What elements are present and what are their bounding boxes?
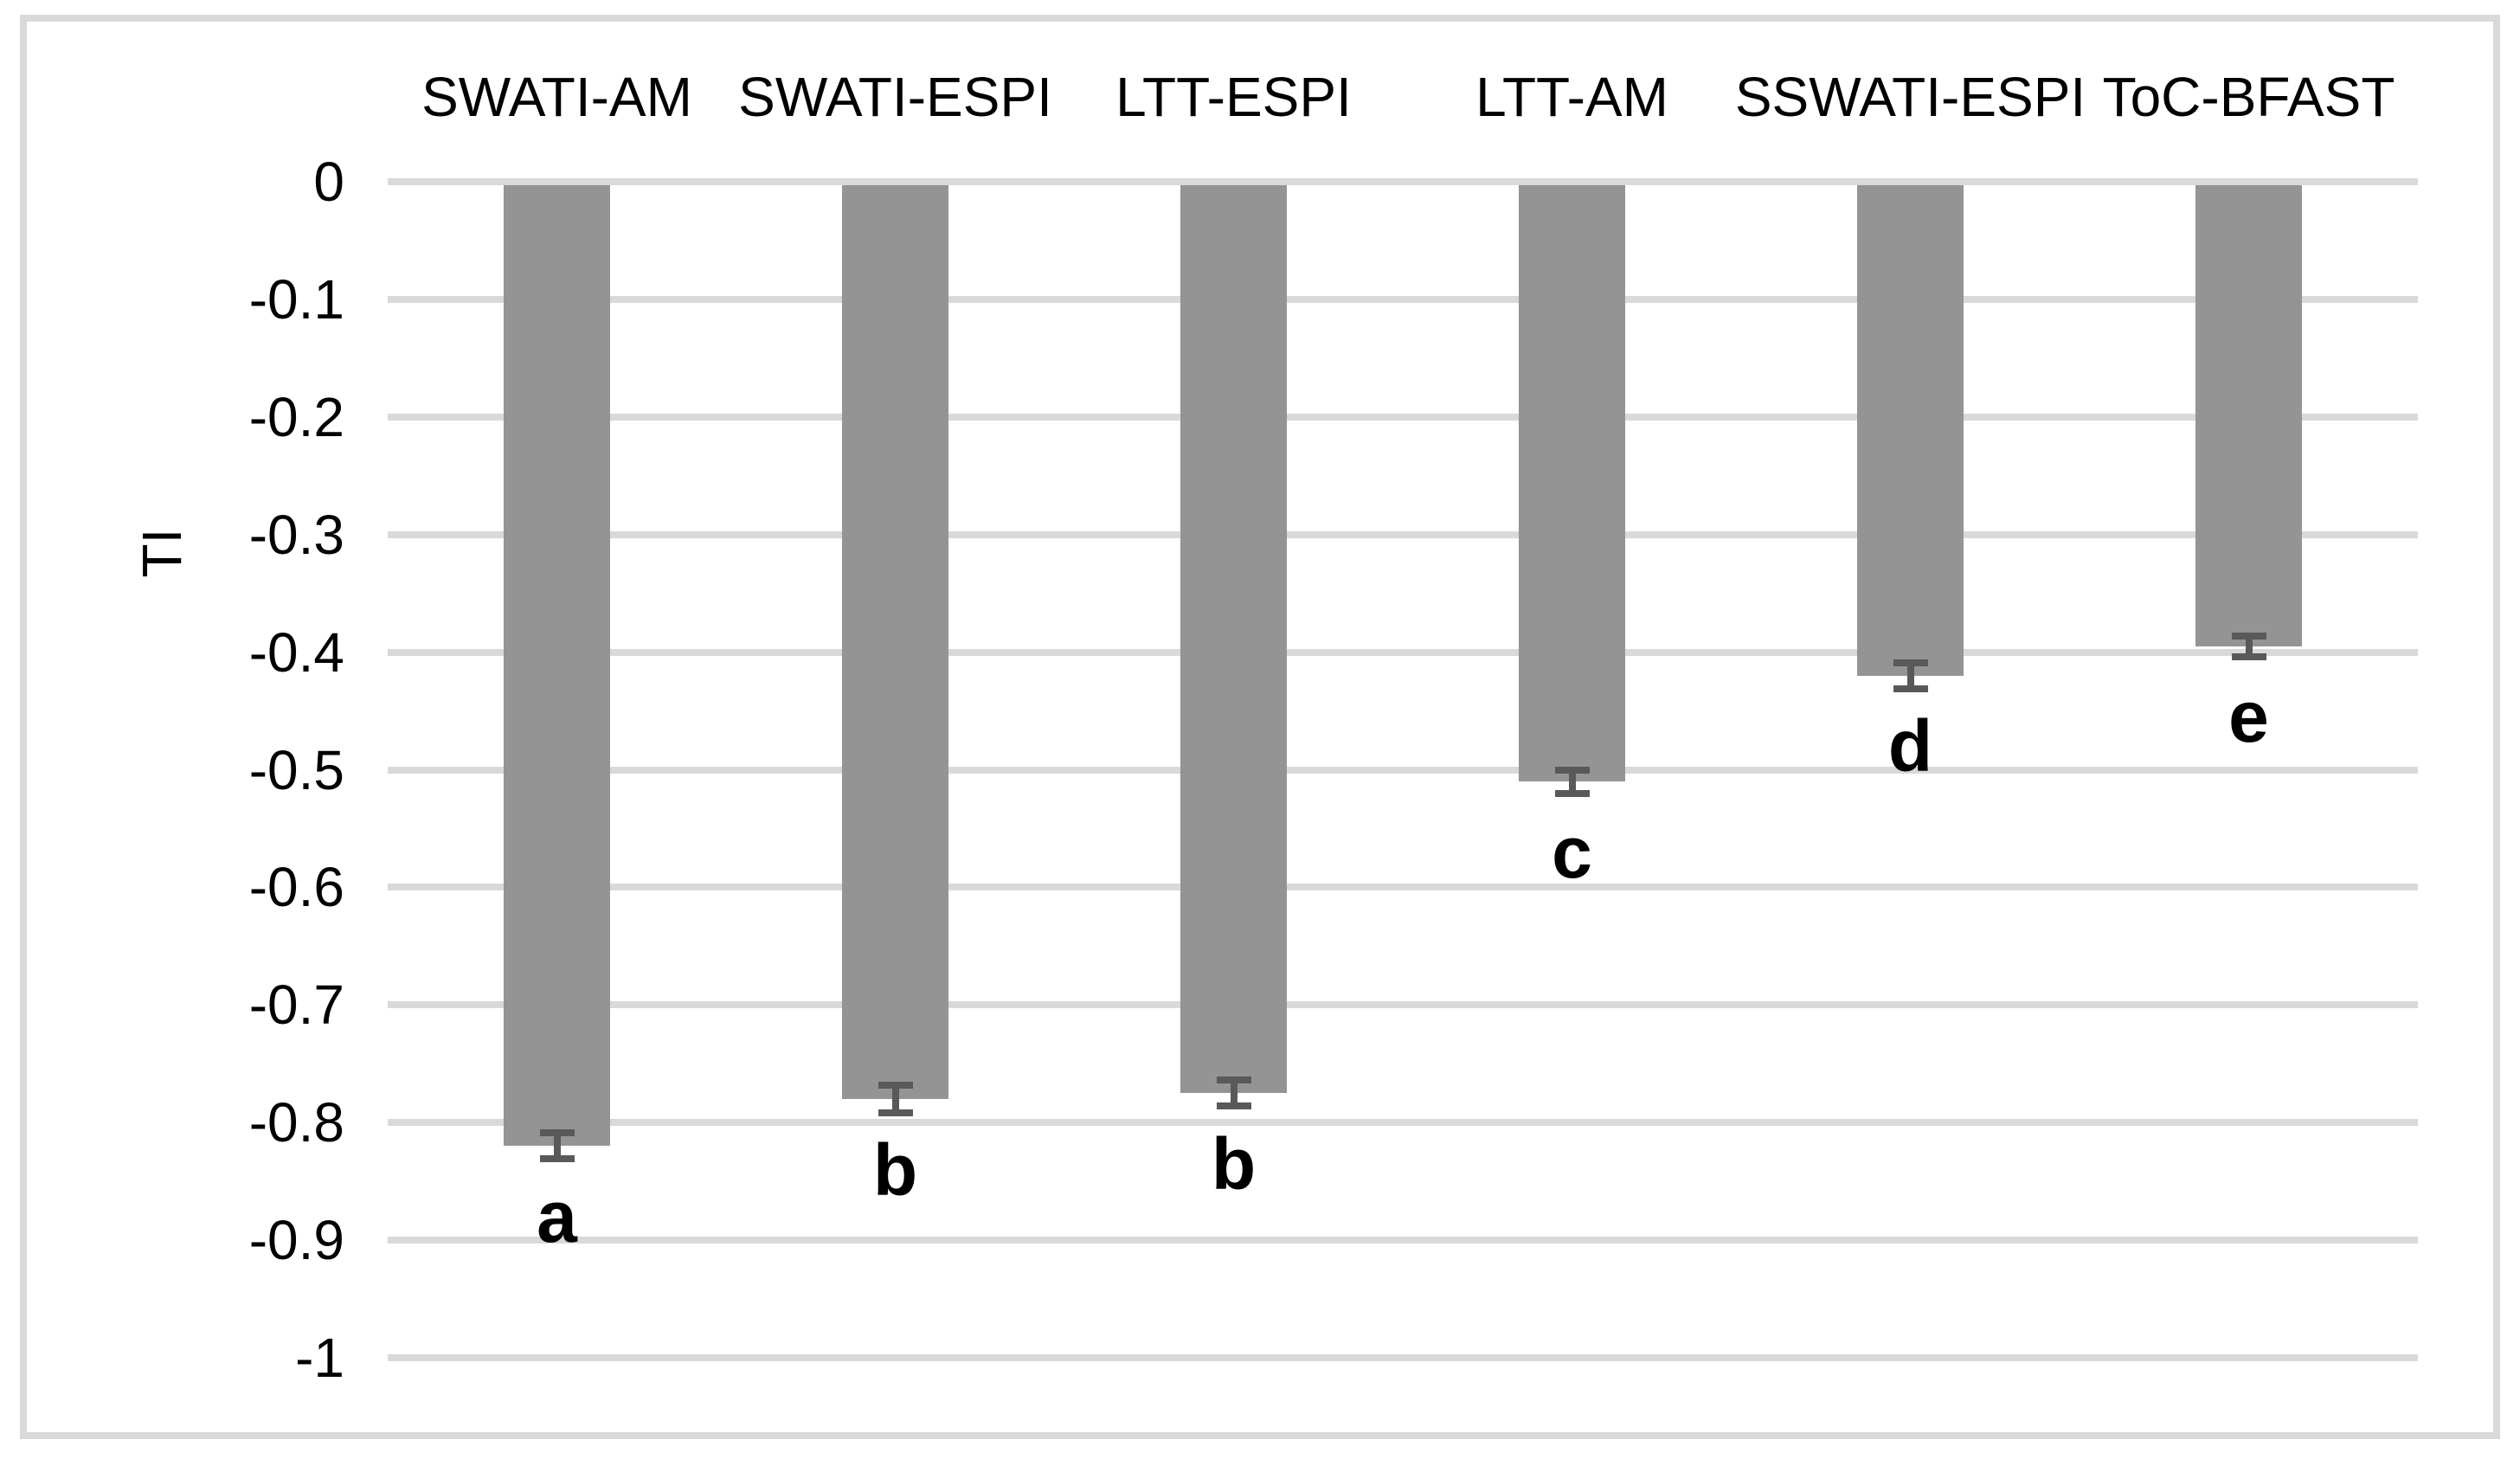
error-bar-stem xyxy=(2245,632,2253,661)
gridline xyxy=(388,295,2418,303)
gridline xyxy=(388,648,2418,656)
error-bar-stem xyxy=(1230,1077,1238,1110)
error-bar-cap-top xyxy=(2231,632,2266,640)
error-bar-stem xyxy=(891,1081,899,1117)
bar-letter-label: b xyxy=(872,1128,918,1211)
y-tick-label: -0.4 xyxy=(248,620,344,684)
error-bar-cap-bottom xyxy=(2231,653,2266,661)
error-bar-cap-bottom xyxy=(1893,685,1928,692)
y-tick-label: 0 xyxy=(313,151,344,213)
error-bar-stem xyxy=(1906,659,1914,692)
category-label: ToC-BFAST xyxy=(2102,66,2395,128)
error-bar-cap-top xyxy=(1554,766,1590,774)
gridline xyxy=(388,1119,2418,1127)
category-label: SWATI-ESPI xyxy=(738,66,1052,128)
error-bar-cap-bottom xyxy=(1554,789,1590,797)
bar xyxy=(1857,185,1964,676)
bar-letter-label: e xyxy=(2228,676,2269,758)
y-tick-label: -0.2 xyxy=(248,385,344,448)
y-tick-label: -0.3 xyxy=(248,503,344,566)
category-label: SSWATI-ESPI xyxy=(1734,66,2086,128)
gridline xyxy=(388,413,2418,421)
bar-letter-label: b xyxy=(1211,1122,1257,1205)
y-tick-label: -0.1 xyxy=(248,267,344,331)
gridline xyxy=(388,1237,2418,1244)
bar xyxy=(1180,185,1287,1094)
bar-letter-label: d xyxy=(1887,705,1933,787)
error-bar-cap-top xyxy=(1216,1077,1251,1084)
error-bar-cap-top xyxy=(878,1081,913,1089)
category-label: SWATI-AM xyxy=(421,66,692,128)
error-bar-cap-top xyxy=(539,1129,575,1137)
y-tick-label: -0.7 xyxy=(248,974,344,1037)
gridline xyxy=(388,1354,2418,1361)
error-bar-cap-bottom xyxy=(1216,1102,1251,1110)
bar xyxy=(842,185,948,1100)
category-label: LTT-ESPI xyxy=(1115,66,1352,128)
error-bar-cap-top xyxy=(1893,659,1928,666)
error-bar-cap-bottom xyxy=(539,1155,575,1163)
error-bar-stem xyxy=(1568,766,1576,797)
bar-letter-label: a xyxy=(537,1175,577,1257)
bar-letter-label: c xyxy=(1552,811,1592,893)
gridline xyxy=(388,530,2418,538)
bar xyxy=(2195,185,2302,646)
gridline xyxy=(388,884,2418,891)
y-axis-title: TI xyxy=(131,528,193,578)
error-bar-stem xyxy=(553,1129,561,1163)
error-bar-cap-bottom xyxy=(878,1109,913,1117)
y-tick-label: -0.6 xyxy=(248,856,344,919)
bar xyxy=(504,185,610,1147)
y-tick-label: -0.9 xyxy=(248,1209,344,1272)
category-label: LTT-AM xyxy=(1475,66,1668,128)
gridline xyxy=(388,178,2418,185)
y-tick-label: -0.8 xyxy=(248,1091,344,1154)
y-tick-label: -0.5 xyxy=(248,738,344,801)
gridline xyxy=(388,766,2418,774)
bar xyxy=(1519,185,1625,782)
y-tick-label: -1 xyxy=(295,1327,344,1389)
gridline xyxy=(388,1001,2418,1009)
